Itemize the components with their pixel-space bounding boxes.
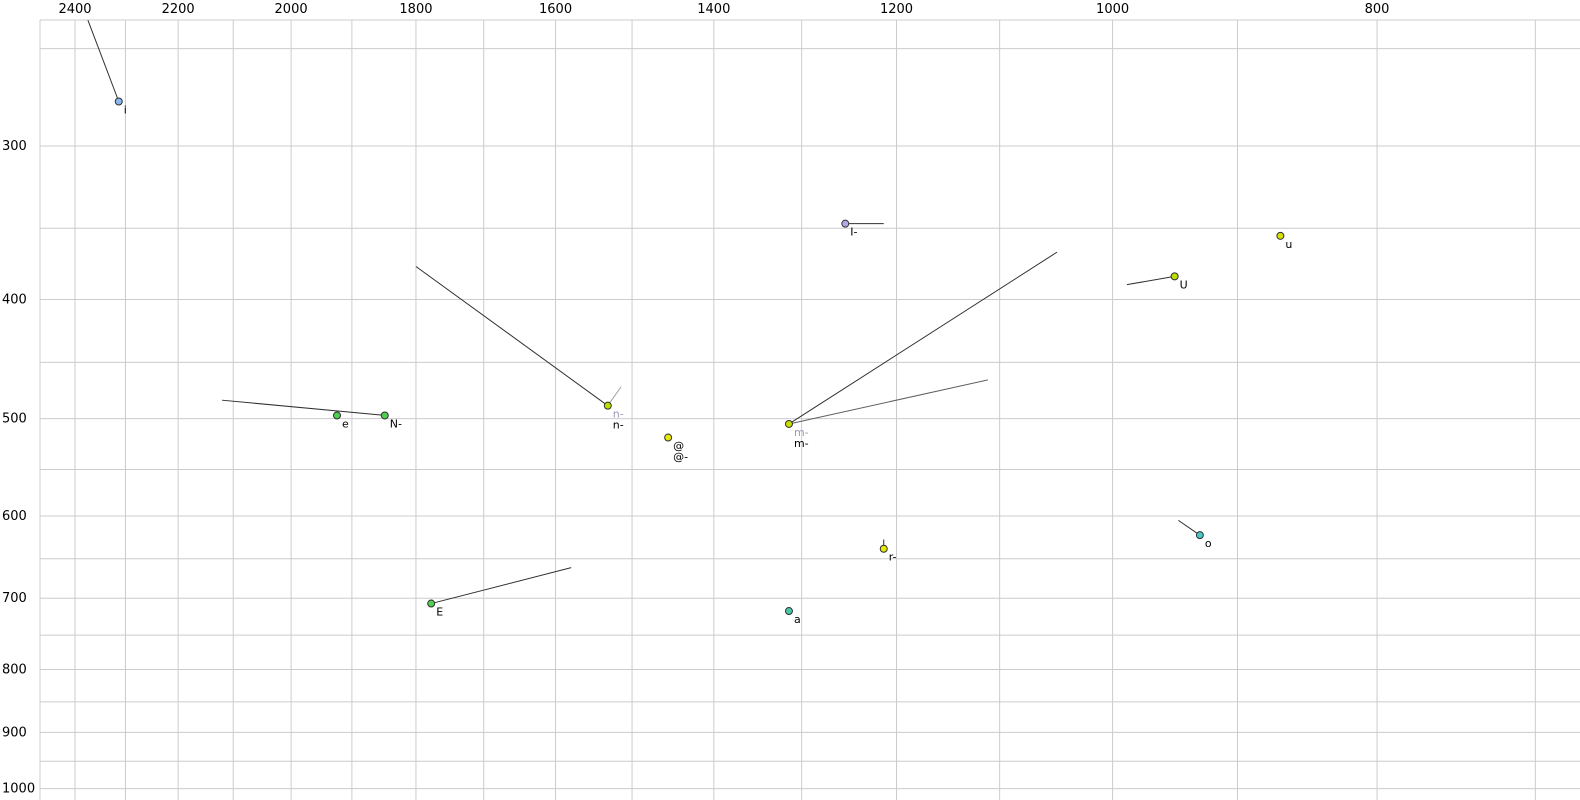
point-label-I-: I- (850, 226, 857, 239)
vector-line-n- (415, 266, 609, 407)
y-axis-tick-label: 300 (2, 139, 27, 154)
vector-line-N- (221, 399, 385, 416)
vector-line-E (431, 567, 572, 605)
data-point-i (114, 97, 123, 106)
data-point-E (427, 599, 436, 608)
point-label-U: U (1180, 278, 1188, 291)
point-label-m-: m- (794, 437, 809, 450)
point-label-r-: r- (889, 551, 897, 564)
data-point-r- (879, 544, 888, 553)
vector-line-U (1126, 275, 1175, 286)
y-axis-tick-label: 900 (2, 725, 27, 740)
data-point-U (1170, 272, 1179, 281)
data-point-a (784, 607, 793, 616)
data-point-N- (380, 411, 389, 420)
point-label-n-: n- (613, 408, 624, 421)
vector-line-m- (788, 379, 988, 425)
data-point-m- (784, 419, 793, 428)
x-axis-tick-label: 1600 (539, 2, 572, 17)
x-axis-tick-label: 1800 (399, 2, 432, 17)
data-point-o (1195, 531, 1204, 540)
point-label-@: @ (673, 440, 684, 453)
point-label-N-: N- (390, 417, 402, 430)
point-label-m-: m- (794, 426, 809, 439)
data-point-n- (603, 401, 612, 410)
x-axis-tick-label: 1200 (880, 2, 913, 17)
vector-line-m- (788, 251, 1058, 425)
y-axis-tick-label: 400 (2, 293, 27, 308)
data-point-u (1276, 231, 1285, 240)
point-label-E: E (436, 606, 443, 619)
point-label-@: @- (673, 451, 688, 464)
data-point-I- (841, 219, 850, 228)
x-axis-tick-label: 1400 (697, 2, 730, 17)
data-point-@ (664, 433, 673, 442)
point-label-n-: n- (613, 419, 624, 432)
y-axis-tick-label: 700 (2, 591, 27, 606)
y-axis-tick-label: 1000 (2, 782, 35, 797)
vector-line-i (87, 20, 120, 102)
x-axis-tick-label: 2400 (58, 2, 91, 17)
y-axis-tick-label: 500 (2, 412, 27, 427)
point-label-o: o (1205, 537, 1212, 550)
y-axis-tick-label: 600 (2, 509, 27, 524)
point-label-e: e (342, 417, 349, 430)
x-axis-tick-label: 1000 (1096, 2, 1129, 17)
data-point-e (333, 411, 342, 420)
x-axis-tick-label: 2200 (162, 2, 195, 17)
point-label-u: u (1285, 238, 1292, 251)
y-axis-tick-label: 800 (2, 663, 27, 678)
x-axis-tick-label: 2000 (275, 2, 308, 17)
x-axis-tick-label: 800 (1365, 2, 1390, 17)
vector-line-o (1178, 519, 1201, 536)
point-label-a: a (794, 613, 801, 626)
point-label-i: i (124, 103, 127, 116)
